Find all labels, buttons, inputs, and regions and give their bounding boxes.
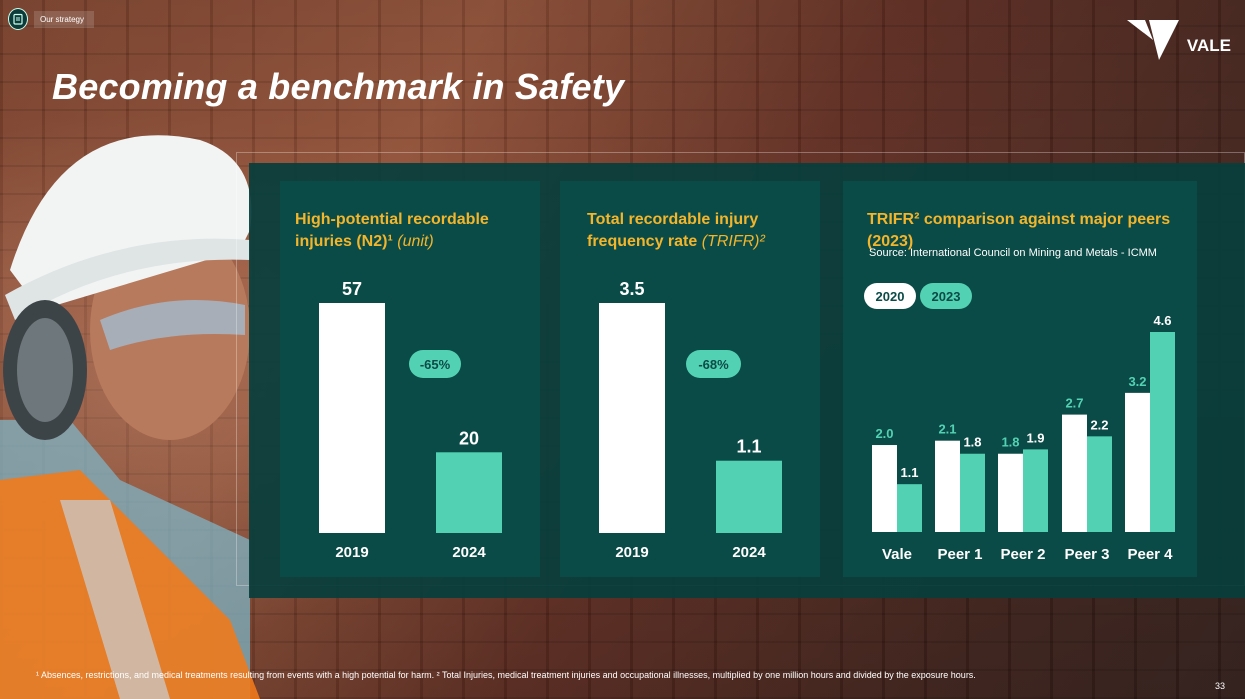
bar-2024 [436,452,502,533]
card-title: Total recordable injury frequency rate (… [587,209,807,253]
card-title-main: Total recordable injury frequency rate [587,211,759,250]
bar-peer-4-2020 [1125,392,1150,532]
category-label: 2024 [732,544,766,561]
value-label: 4.6 [1153,313,1171,328]
trifr-bar-chart: 3.5 2019 1.1 2024 [599,279,782,561]
card-n2-injuries: High-potential recordable injuries (N2)¹… [280,181,540,577]
card-title-unit: (unit) [397,233,434,250]
card-title: High-potential recordable injuries (N2)¹… [295,209,535,253]
value-label: 3.5 [619,279,644,299]
category-label: Peer 1 [937,546,982,563]
value-label: 1.8 [963,435,981,450]
vale-logo-text: VALE [1186,36,1231,55]
value-label: 57 [342,279,362,299]
category-label: Peer 4 [1127,546,1173,563]
value-label: 3.2 [1128,374,1146,389]
bar-2019 [319,303,385,533]
bar-peer-1-2020 [935,440,960,532]
card-trifr: Total recordable injury frequency rate (… [560,181,820,577]
bar-peer-1-2023 [960,453,985,532]
bar-2024 [716,460,782,533]
value-label: 1.8 [1001,435,1019,450]
page-title: Becoming a benchmark in Safety [52,66,625,107]
category-label: 2019 [335,544,368,561]
value-label: 1.9 [1026,430,1044,445]
page-number: 33 [1214,681,1225,691]
category-label: Peer 3 [1064,546,1109,563]
value-label: 2.1 [938,422,956,437]
n2-bar-chart: 57 2019 20 2024 [319,279,502,561]
worker-photo [0,135,260,699]
value-label: 2.2 [1090,417,1108,432]
value-label: 1.1 [736,437,761,457]
bar-peer-2-2020 [998,453,1023,532]
clipboard-icon [8,8,28,30]
bar-peer-2-2023 [1023,449,1048,532]
source-note: Source: International Council on Mining … [869,247,1157,259]
value-label: 20 [459,428,479,448]
category-label: 2024 [452,544,486,561]
legend-2020: 2020 [864,283,916,309]
card-title-unit: (TRIFR)² [701,233,765,250]
bar-vale-2020 [872,445,897,532]
section-tag-label: Our strategy [33,10,94,28]
footnote: ¹ Absences, restrictions, and medical tr… [36,670,976,680]
bar-peer-3-2020 [1062,414,1087,532]
bar-2019 [599,303,665,533]
card-peer-comparison: TRIFR² comparison against major peers (2… [843,181,1197,577]
bar-vale-2023 [897,484,922,532]
bar-peer-3-2023 [1087,436,1112,532]
value-label: 2.0 [875,426,893,441]
category-label: 2019 [615,544,648,561]
peer-bar-chart: 2.0 1.1 Vale 2.1 1.8 Peer 1 1.8 1.9 Peer 2 2.7 2.2… [872,313,1175,563]
section-tag: Our strategy [8,8,94,30]
category-label: Vale [882,546,912,563]
bar-peer-4-2023 [1150,332,1175,532]
category-label: Peer 2 [1000,546,1045,563]
value-label: 2.7 [1065,396,1083,411]
reduction-badge: -65% [409,350,461,378]
card-title-main: High-potential recordable injuries (N2)¹ [295,211,489,250]
vale-logo-icon [1127,20,1179,60]
legend-2023: 2023 [920,283,972,309]
card-title: TRIFR² comparison against major peers (2… [867,209,1197,253]
card-title-main: TRIFR² comparison against major peers (2… [867,211,1171,250]
reduction-badge: -68% [686,350,741,378]
value-label: 1.1 [900,465,918,480]
